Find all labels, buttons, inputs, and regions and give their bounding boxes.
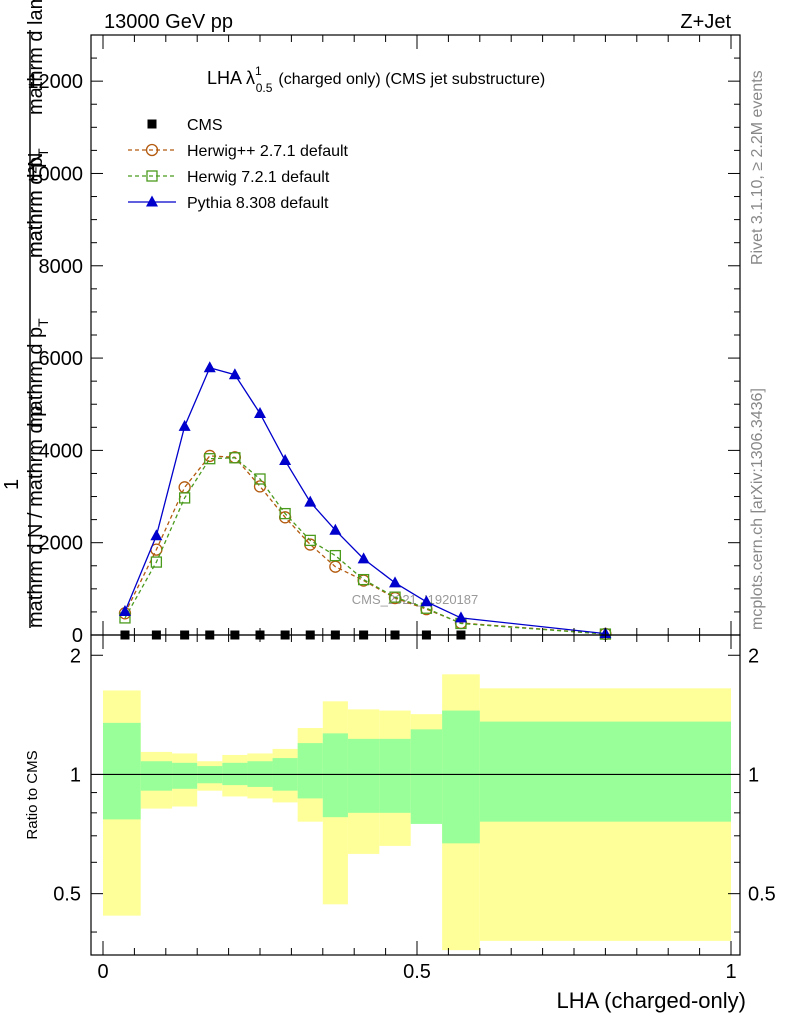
ratio-y-tick-label: 1	[70, 764, 81, 786]
y-tick-label: 8000	[39, 256, 84, 278]
ylabel-bottom2-text: mathrm d p	[25, 327, 47, 428]
x-tick-label: 0	[97, 961, 108, 983]
inner-band-bin	[379, 738, 411, 813]
x-tick-label: 0.5	[403, 961, 431, 983]
ylabel-bottom2: mathrm d pT	[25, 318, 51, 428]
ylabel-top2-text: mathrm d p	[25, 157, 47, 258]
main-title: LHA λ1 0.5 (charged only) (CMS jet substru…	[207, 64, 545, 95]
ratio-axes: 0.5 0.5 1 1 2 2 0 0.5 1	[53, 635, 776, 983]
inner-band-bin	[410, 729, 443, 824]
main-title-rest: (charged only) (CMS jet substructure)	[278, 71, 545, 88]
pythia-point	[454, 611, 467, 623]
y-tick-label: 4000	[39, 440, 84, 462]
watermark-text: CMS_2021_I1920187	[352, 592, 479, 607]
y-tick-label: 10000	[27, 163, 83, 185]
ratio-y-tick-label: 2	[70, 645, 81, 667]
pythia-point	[178, 419, 191, 431]
herwig7-point	[178, 492, 191, 504]
herwig7-point	[229, 452, 241, 464]
herwig7-point	[254, 473, 266, 485]
legend-label-herwigpp: Herwig++ 2.7.1 default	[187, 143, 349, 160]
herwig7-point	[150, 556, 163, 568]
legend-label-herwig7: Herwig 7.2.1 default	[187, 169, 330, 186]
inner-band-bin	[103, 722, 141, 820]
pythia-point	[389, 576, 402, 588]
ylabel-bottom2-sub: T	[35, 318, 51, 327]
herwig7-line	[124, 457, 606, 635]
pythia-point	[118, 604, 131, 616]
legend-marker-herwig7	[146, 170, 158, 182]
ylabel-top3-text: mathrm d lambda	[25, 0, 47, 115]
inner-band-bin	[140, 761, 173, 791]
legend-marker-herwigpp	[145, 143, 159, 157]
ylabel-top2-sub: T	[35, 148, 51, 157]
herwig7-point	[357, 573, 370, 586]
y-tick-label: 2000	[39, 533, 84, 555]
main-title-sub: 0.5	[256, 81, 273, 95]
x-tick-label: 1	[725, 961, 736, 983]
ratio-frame-rect	[90, 634, 741, 956]
pythia-point	[304, 495, 317, 507]
legend-label-pythia: Pythia 8.308 default	[187, 195, 329, 212]
legend-marker-cms	[147, 119, 157, 129]
main-title-sup: 1	[255, 64, 262, 78]
pythia-point	[329, 523, 342, 535]
inner-band-bin	[442, 710, 480, 844]
x-axis-label: LHA (charged-only)	[556, 988, 746, 1013]
ratio-bands	[91, 674, 740, 951]
herwig7-point	[304, 534, 316, 547]
mcplots-label: mcplots.cern.ch [arXiv:1306.3436]	[749, 388, 766, 630]
main-y-axis-label: mathrm d²N 1 mathrm d N / mathrm d p mat…	[1, 0, 51, 628]
herwig7-point	[389, 591, 401, 603]
legend-marker-pythia	[146, 195, 158, 207]
header-right: Z+Jet	[680, 11, 731, 33]
legend: CMS Herwig++ 2.7.1 default Herwig 7.2.1 de…	[128, 117, 349, 212]
ratio-y-tick-label-right: 2	[748, 645, 759, 667]
inner-band-bin	[172, 762, 198, 789]
pythia-point	[420, 595, 433, 607]
ylabel-bottom: mathrm d N / mathrm d p	[25, 406, 47, 628]
inner-band-bin	[322, 733, 348, 818]
main-y-axis: 0 2000 4000 6000 8000 10000 12000	[27, 34, 740, 647]
y-tick-label: 12000	[27, 71, 83, 93]
header-left: 13000 GeV pp	[104, 11, 233, 33]
herwig7-point	[204, 453, 216, 465]
watermark-group: CMS_2021_I1920187	[352, 592, 479, 607]
legend-label-cms: CMS	[187, 117, 223, 134]
pythia-point	[150, 529, 163, 541]
y-tick-label: 6000	[39, 348, 84, 370]
y-tick-label: 0	[72, 625, 83, 647]
pythia-point	[203, 361, 216, 373]
main-title-text: LHA λ	[207, 68, 255, 88]
pythia-point	[254, 406, 266, 418]
rivet-label: Rivet 3.1.10, ≥ 2.2M events	[749, 70, 766, 265]
inner-band-bin	[479, 721, 731, 822]
inner-band-bin	[347, 738, 380, 813]
ratio-frame	[90, 634, 741, 956]
ratio-y-tick-label-right: 0.5	[748, 884, 776, 906]
pythia-point	[357, 552, 370, 564]
ratio-y-tick-label: 0.5	[53, 884, 81, 906]
ratio-y-label: Ratio to CMS	[24, 750, 41, 839]
inner-band-bin	[297, 743, 323, 799]
pythia-point	[228, 368, 241, 380]
pythia-point	[279, 454, 292, 466]
herwigpp-line	[124, 455, 606, 635]
herwig7-point	[279, 507, 291, 520]
ylabel-one: 1	[1, 479, 23, 490]
herwig7-point	[329, 549, 342, 562]
pythia-line	[124, 366, 606, 635]
ratio-y-tick-label-right: 1	[748, 764, 759, 786]
herwigpp-point	[253, 480, 267, 493]
